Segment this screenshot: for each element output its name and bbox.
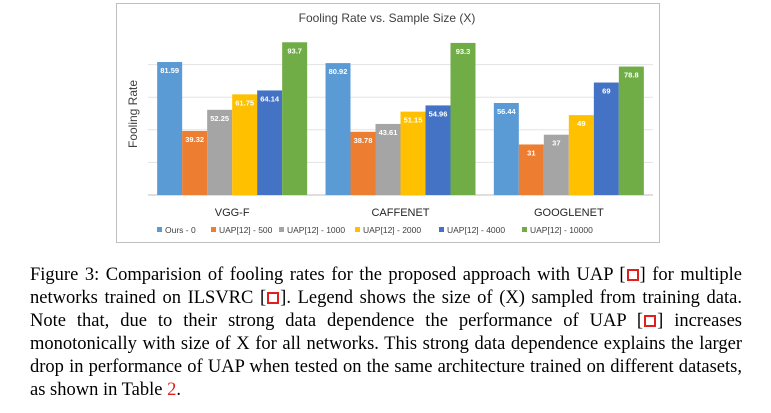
data-label: 31 [527,148,535,157]
legend-item[interactable]: UAP[12] - 2000 [355,225,421,235]
bar[interactable] [400,111,426,195]
legend-item[interactable]: Ours - 0 [157,225,196,235]
category-labels: VGG-F CAFFENET GOOGLENET [215,207,604,219]
y-axis-label: Fooling Rate [126,80,140,148]
legend-label: UAP[12] - 1000 [287,225,345,235]
bar[interactable] [518,144,544,195]
category-label: CAFFENET [371,207,429,219]
caption-part-1: Figure 3: Comparision of fooling rates f… [30,265,626,285]
legend-label: UAP[12] - 4000 [447,225,505,235]
figure-caption: Figure 3: Comparision of fooling rates f… [30,264,742,402]
data-label: 49 [577,119,585,128]
legend-swatch [522,227,527,232]
data-label: 78.8 [624,71,639,80]
category-label: VGG-F [215,207,250,219]
data-label: 81.59 [160,66,179,75]
data-label: 38.78 [354,136,373,145]
bar[interactable] [618,66,644,195]
data-label: 69 [602,87,610,96]
caption-part-5: . [176,380,181,400]
data-label: 51.15 [404,116,423,125]
bar[interactable] [207,109,233,195]
legend: Ours - 0 UAP[12] - 500 UAP[12] - 1000 UAP[1… [157,225,593,235]
data-label: 80.92 [329,67,348,76]
caption-part-2: ] for multiple networks trained on ILSVR… [30,265,742,308]
caption-part-4: ] increases monotonically with size of X… [30,311,742,400]
caption-part-3: ]. Legend shows the size of (X) sampled … [30,288,742,331]
data-label: 64.14 [260,94,280,103]
chart-frame: Fooling Rate vs. Sample Size (X) Fooling… [116,3,660,243]
table-reference-link[interactable]: 2 [167,380,177,400]
bar-chart: Fooling Rate vs. Sample Size (X) Fooling… [126,11,653,235]
bar[interactable] [282,42,308,196]
bar[interactable] [157,62,183,195]
legend-label: UAP[12] - 10000 [530,225,593,235]
legend-label: UAP[12] - 500 [219,225,273,235]
data-label: 52.25 [210,114,229,123]
bars: 81.59 39.32 52.25 61.75 64.14 93.7 80.92 38.78 4… [157,42,644,196]
legend-swatch [157,227,162,232]
legend-swatch [439,227,444,232]
legend-swatch [211,227,216,232]
category-label: GOOGLENET [534,207,604,219]
legend-label: Ours - 0 [165,225,196,235]
legend-item[interactable]: UAP[12] - 10000 [522,225,593,235]
bar[interactable] [257,90,283,195]
bar[interactable] [325,63,351,195]
data-label: 39.32 [185,135,204,144]
bar[interactable] [375,123,401,195]
bar[interactable] [568,115,594,195]
chart-title: Fooling Rate vs. Sample Size (X) [299,11,476,25]
data-label: 61.75 [235,98,254,107]
data-label: 93.3 [456,47,471,56]
bar[interactable] [493,103,519,195]
legend-item[interactable]: UAP[12] - 1000 [279,225,345,235]
data-label: 54.96 [429,109,448,118]
citation-box-icon[interactable] [644,315,657,327]
legend-swatch [355,227,360,232]
data-label: 56.44 [497,107,517,116]
data-label: 37 [552,139,560,148]
bar[interactable] [350,131,376,195]
bar[interactable] [425,105,451,195]
legend-label: UAP[12] - 2000 [363,225,421,235]
legend-item[interactable]: UAP[12] - 500 [211,225,273,235]
data-label: 93.7 [287,46,302,55]
legend-swatch [279,227,284,232]
citation-box-icon[interactable] [626,269,639,281]
data-label: 43.61 [379,128,398,137]
legend-item[interactable]: UAP[12] - 4000 [439,225,505,235]
citation-box-icon[interactable] [267,292,280,304]
bar[interactable] [182,130,208,195]
bar[interactable] [593,82,619,195]
bar[interactable] [543,134,569,195]
bar[interactable] [232,94,258,195]
bar[interactable] [450,42,476,195]
